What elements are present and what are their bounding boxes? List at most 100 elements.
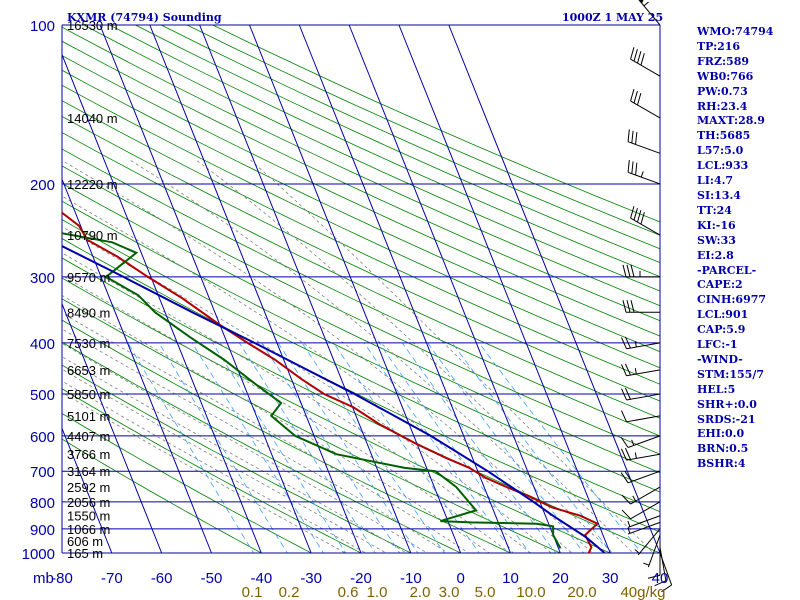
mixing-ratio-line <box>261 342 401 553</box>
wind-barb-feather <box>630 206 635 219</box>
mixing-ratio-label: 1.0 <box>367 584 388 600</box>
wind-barb-feather <box>661 584 672 593</box>
dry-adiabat <box>62 69 660 353</box>
index-entry: SI:13.4 <box>697 188 741 202</box>
mixing-ratio-line <box>191 342 324 553</box>
wind-barb-feather <box>654 580 667 587</box>
wind-barb-feather <box>624 447 631 460</box>
dewpoint-line <box>62 232 562 549</box>
wind-barb-feather <box>633 49 638 62</box>
temperature-tick-label: -30 <box>300 570 322 587</box>
isotherm <box>249 24 462 554</box>
dry-adiabat <box>62 200 660 493</box>
dry-adiabat <box>62 84 660 369</box>
wind-barb-half-feather <box>634 341 637 348</box>
wind-barb-half-feather <box>627 527 631 534</box>
index-entry: EHI:0.0 <box>697 427 745 441</box>
wind-barb-feather <box>630 88 635 102</box>
index-entry: LFC:-1 <box>697 338 738 352</box>
wind-barb <box>643 534 661 568</box>
index-entry: TT:24 <box>697 203 732 217</box>
wind-barb <box>621 336 661 350</box>
isotherm <box>348 24 561 554</box>
height-label: 2056 m <box>67 495 110 510</box>
index-entry: STM:155/7 <box>697 367 764 381</box>
wind-barb-feather <box>621 388 627 401</box>
wind-barb <box>634 528 661 556</box>
dry-adiabats <box>62 25 660 553</box>
index-entry: TH:5685 <box>697 129 751 143</box>
index-entry: PW:0.73 <box>697 84 748 98</box>
wind-barb-staff <box>627 470 661 484</box>
mixing-ratio-label: 2.0 <box>410 584 431 600</box>
index-entry: WB0:766 <box>697 69 754 83</box>
moist-adiabat <box>62 195 573 553</box>
wind-barb-feather <box>620 436 629 448</box>
dry-adiabat <box>62 132 660 419</box>
wind-barb <box>654 547 667 587</box>
mixing-ratio-label: 0.1 <box>242 584 263 600</box>
mixing-ratio-line <box>378 342 531 553</box>
dry-adiabat <box>62 238 660 533</box>
index-entry: RH:23.4 <box>697 99 748 113</box>
mixing-ratio-label: 40g/kg <box>620 584 665 600</box>
pressure-tick-label: 100 <box>30 18 55 35</box>
wind-barb-half-feather <box>640 171 644 178</box>
isotherm <box>61 179 212 554</box>
wind-barb-feather <box>622 300 627 313</box>
wind-barb-feather <box>621 364 627 377</box>
index-entry: LCL:933 <box>697 159 749 173</box>
wind-barb <box>630 88 661 119</box>
wind-barb-staff <box>630 217 661 236</box>
index-entry: EI:2.8 <box>697 248 734 262</box>
wind-barb-feather <box>624 336 631 349</box>
moist-adiabat <box>249 159 654 553</box>
wind-barb <box>621 501 661 520</box>
index-entry: LI:4.7 <box>697 174 734 188</box>
index-entry: SHR+:0.0 <box>697 397 757 411</box>
isotherm <box>199 24 412 554</box>
isotherm <box>61 428 113 554</box>
wind-barb-feather <box>647 574 661 579</box>
height-label: 1066 m <box>67 522 110 537</box>
wind-barb-staff <box>630 100 661 119</box>
wind-barb <box>622 264 660 278</box>
wind-barb-half-feather <box>634 549 640 554</box>
wind-barb-half-feather <box>627 520 631 527</box>
wind-barb-feather <box>624 387 631 400</box>
wind-barb-half-feather <box>634 368 637 375</box>
height-label: 10790 m <box>67 228 118 243</box>
index-entry: FRZ:589 <box>697 54 750 68</box>
pressure-tick-label: 300 <box>30 270 55 287</box>
chart-title: KXMR (74794) Sounding <box>67 11 222 24</box>
wind-barb-feather <box>621 509 631 520</box>
dry-adiabat <box>62 219 660 513</box>
wind-barb-staff <box>637 528 661 556</box>
index-entry: BRN:0.5 <box>697 442 749 456</box>
parcel-line <box>62 244 606 553</box>
dry-adiabat <box>62 319 512 553</box>
pressure-tick-label: 1000 <box>22 546 55 563</box>
dry-adiabat <box>62 364 412 553</box>
wind-barb <box>622 300 660 313</box>
moist-adiabat <box>62 312 470 553</box>
mixing-ratio-line <box>301 342 445 553</box>
index-entry: TP:216 <box>697 39 741 53</box>
wind-barb-staff <box>630 58 661 77</box>
index-entry: CAP:5.9 <box>697 323 746 337</box>
wind-barb <box>627 515 661 528</box>
wind-barb-feather <box>627 159 630 173</box>
mixing-ratio-label: 0.6 <box>338 584 359 600</box>
dry-adiabat <box>62 165 660 455</box>
wind-barb-feather <box>640 53 645 66</box>
wind-barb-half-feather <box>643 562 650 566</box>
wind-barb <box>627 521 661 535</box>
index-entry: L57:5.0 <box>697 144 744 158</box>
mixing-ratio-line <box>127 342 254 553</box>
wind-barb <box>627 159 661 185</box>
isotherm <box>448 24 661 554</box>
dry-adiabat <box>62 115 660 402</box>
indices-panel: WMO:74794 TP:216 FRZ:589 WB0:766 PW:0.73 RH:2… <box>697 25 797 472</box>
index-entry: -PARCEL- <box>697 263 757 277</box>
